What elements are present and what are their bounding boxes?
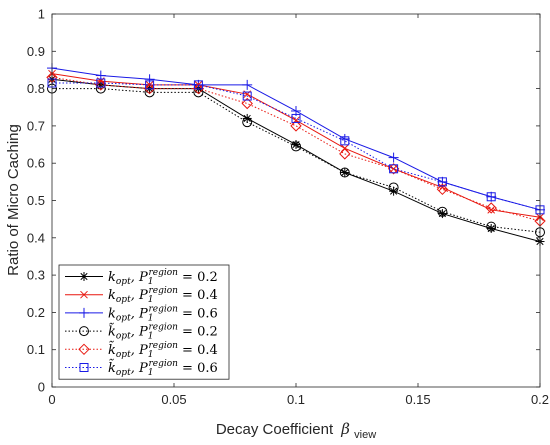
series-line xyxy=(52,82,541,211)
data-point xyxy=(242,91,252,101)
data-point xyxy=(485,202,497,214)
data-point xyxy=(242,79,253,90)
y-tick-label: 0.2 xyxy=(27,305,45,320)
series-5 xyxy=(46,71,546,227)
ticks-layer: 0 0.1 0.2 0.3 0.4 0.5 0.6 0.7 0.8 0.9 1 0 0.05 0.1 0.1… xyxy=(27,7,549,408)
y-tick-label: 0.7 xyxy=(27,118,45,133)
x-tick-label: 0.2 xyxy=(531,392,549,407)
data-point xyxy=(144,87,155,98)
data-point xyxy=(437,209,447,219)
data-point xyxy=(486,192,496,202)
legend-entry: kopt, P1region = 0.4 xyxy=(65,286,218,305)
data-point xyxy=(143,82,156,95)
y-tick-label: 0.4 xyxy=(27,230,45,245)
data-point xyxy=(291,140,301,150)
data-point xyxy=(388,182,399,193)
data-point xyxy=(79,272,89,281)
data-point xyxy=(487,205,496,214)
data-point xyxy=(340,168,350,178)
x-tick-label: 0.15 xyxy=(405,392,430,407)
legend-label: kopt, P1region = 0.4 xyxy=(108,286,218,305)
y-tick-label: 0.6 xyxy=(27,156,45,171)
data-point xyxy=(291,141,301,152)
x-axis-label-subscript: view xyxy=(354,429,376,441)
legend-label: kopt, P1region = 0.6 xyxy=(108,304,218,323)
data-point xyxy=(388,152,399,163)
y-tick-label: 0.1 xyxy=(27,342,45,357)
data-point xyxy=(95,79,107,91)
data-point xyxy=(193,80,203,90)
x-axis-label: Decay Coefficient β view xyxy=(216,420,376,441)
y-tick-label: 0.5 xyxy=(27,193,45,208)
data-point xyxy=(193,87,204,98)
data-point xyxy=(291,113,301,123)
data-point xyxy=(96,78,106,88)
legend-entry: kopt, P1region = 0.6 xyxy=(65,304,218,323)
data-point xyxy=(486,221,497,232)
legend-entry: k̃opt, P1region = 0.6 xyxy=(65,359,218,378)
data-point xyxy=(290,120,302,132)
data-point xyxy=(80,290,88,299)
x-axis-label-text: Decay Coefficient xyxy=(216,421,334,438)
data-point xyxy=(339,133,350,144)
data-point xyxy=(437,206,448,217)
data-point xyxy=(144,74,155,85)
data-point xyxy=(389,164,399,174)
legend-box xyxy=(58,264,230,380)
y-axis-label: Ratio of Micro Caching xyxy=(5,124,22,276)
legend-entry: k̃opt, P1region = 0.2 xyxy=(65,323,218,342)
series-line xyxy=(51,76,541,222)
legend-label: k̃opt, P1region = 0.6 xyxy=(108,359,218,378)
data-point xyxy=(145,81,154,89)
data-point xyxy=(437,177,447,187)
x-tick-label: 0.05 xyxy=(161,392,186,407)
x-axis-label-symbol: β xyxy=(340,420,350,438)
legend-entry: k̃opt, P1region = 0.4 xyxy=(65,341,218,360)
data-point xyxy=(486,191,497,202)
legend-label: k̃opt, P1region = 0.4 xyxy=(108,341,218,360)
series-layer xyxy=(46,63,546,247)
x-tick-label: 0.1 xyxy=(287,392,305,407)
data-point xyxy=(78,343,90,356)
data-point xyxy=(387,163,400,175)
data-point xyxy=(241,97,253,110)
legend-label: k̃opt, P1region = 0.2 xyxy=(108,323,218,342)
data-point xyxy=(145,80,155,90)
series-6 xyxy=(47,78,545,215)
y-tick-label: 0.8 xyxy=(27,81,45,96)
data-point xyxy=(339,167,350,178)
data-point xyxy=(79,363,89,372)
data-point xyxy=(79,307,89,318)
x-tick-label: 0 xyxy=(48,392,55,407)
data-point xyxy=(192,82,205,95)
series-line xyxy=(52,88,541,233)
y-tick-label: 0.9 xyxy=(27,44,45,59)
legend-entry: kopt, P1region = 0.2 xyxy=(65,268,218,287)
data-point xyxy=(340,136,350,146)
data-point xyxy=(436,183,449,196)
legend-label: kopt, P1region = 0.2 xyxy=(108,268,218,287)
y-tick-label: 0 xyxy=(38,380,45,395)
y-tick-label: 1 xyxy=(38,7,45,22)
data-point xyxy=(95,83,106,94)
y-tick-label: 0.3 xyxy=(27,268,45,283)
data-point xyxy=(242,117,253,128)
data-point xyxy=(339,148,351,160)
data-point xyxy=(79,326,89,337)
